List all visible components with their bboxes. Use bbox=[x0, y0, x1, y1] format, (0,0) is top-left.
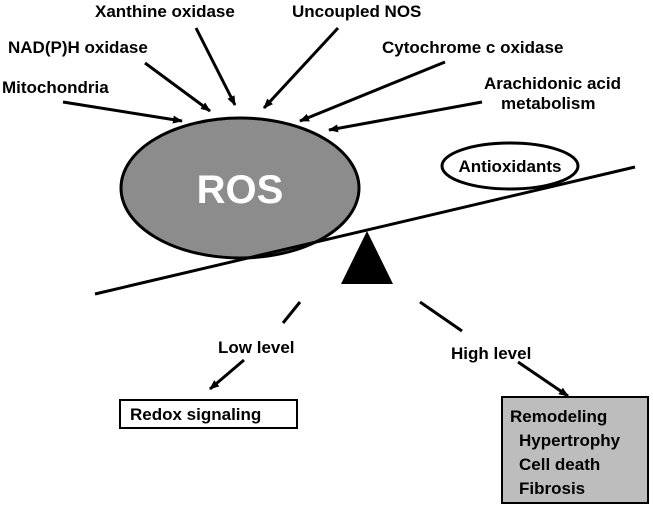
source-nadph-oxidase: NAD(P)H oxidase bbox=[8, 38, 148, 57]
redox-signaling-label: Redox signaling bbox=[130, 405, 261, 424]
source-uncoupled-nos: Uncoupled NOS bbox=[292, 2, 421, 21]
outcome-cell-death: Cell death bbox=[519, 455, 600, 474]
arrow-uncoupled-nos bbox=[262, 26, 340, 110]
arrow-mitochondria bbox=[62, 100, 183, 124]
ros-ellipse bbox=[119, 116, 361, 260]
arrow-low-level-lower bbox=[209, 358, 245, 391]
arrow-high-level-upper bbox=[419, 300, 463, 333]
arrow-arachidonic-acid bbox=[328, 100, 483, 133]
antioxidants-ellipse bbox=[440, 141, 580, 191]
balance-beam bbox=[94, 165, 636, 296]
ros-label: ROS bbox=[197, 168, 284, 212]
antioxidants-label: Antioxidants bbox=[459, 157, 562, 176]
arrow-high-level-lower bbox=[517, 360, 569, 398]
arrow-cytochrome-c-oxidase bbox=[299, 60, 446, 123]
high-level-outcomes-box bbox=[501, 396, 649, 504]
fulcrum-triangle bbox=[341, 231, 393, 284]
high-level-label: High level bbox=[451, 344, 531, 363]
outcome-remodeling: Remodeling bbox=[510, 407, 607, 426]
redox-signaling-box bbox=[119, 399, 298, 429]
source-arachidonic-metabolism: metabolism bbox=[501, 94, 595, 113]
outcome-hypertrophy: Hypertrophy bbox=[519, 431, 621, 450]
outcome-fibrosis: Fibrosis bbox=[519, 479, 585, 498]
arrow-low-level-upper bbox=[281, 301, 302, 324]
source-xanthine-oxidase: Xanthine oxidase bbox=[95, 2, 235, 21]
arrow-nadph-oxidase bbox=[144, 61, 211, 113]
source-arachidonic-acid: Arachidonic acid bbox=[484, 74, 621, 93]
low-level-label: Low level bbox=[218, 338, 295, 357]
arrow-xanthine-oxidase bbox=[194, 27, 237, 106]
source-mitochondria: Mitochondria bbox=[2, 78, 109, 97]
source-cytochrome-c-oxidase: Cytochrome c oxidase bbox=[382, 38, 563, 57]
